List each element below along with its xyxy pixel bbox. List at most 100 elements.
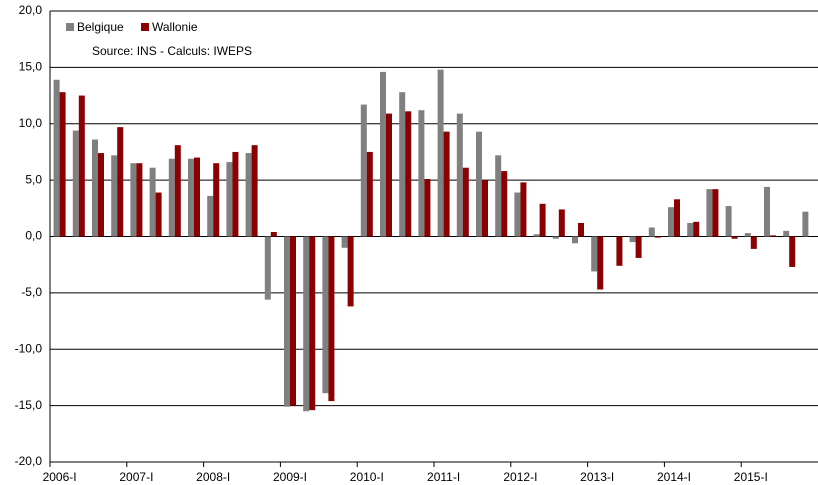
bar xyxy=(188,158,194,237)
bar xyxy=(92,139,98,237)
bar xyxy=(424,178,431,237)
y-tick-label: -20,0 xyxy=(15,454,43,468)
bar xyxy=(476,131,482,237)
bar xyxy=(437,69,444,237)
bar xyxy=(328,236,335,402)
x-tick-label: 2007-I xyxy=(119,470,153,484)
x-tick-label: 2006-I xyxy=(43,470,77,484)
bar xyxy=(482,180,488,237)
bar xyxy=(558,209,565,237)
bar xyxy=(578,222,584,237)
legend-swatch xyxy=(141,23,149,31)
bar xyxy=(322,236,329,394)
bar xyxy=(572,236,578,244)
bar xyxy=(725,206,732,237)
bar xyxy=(654,236,661,238)
bar xyxy=(693,221,700,237)
y-tick-label: -10,0 xyxy=(15,341,43,355)
bar xyxy=(668,207,674,237)
bar xyxy=(456,113,463,237)
bar xyxy=(514,192,521,237)
bar xyxy=(59,92,66,237)
legend-swatch xyxy=(66,23,74,31)
bar xyxy=(149,167,156,237)
x-tick-label: 2010-I xyxy=(350,470,384,484)
y-tick-label: -15,0 xyxy=(15,398,43,412)
legend-label: Belgique xyxy=(77,20,124,34)
bar xyxy=(226,162,233,237)
bar xyxy=(117,127,124,237)
bar xyxy=(290,236,296,406)
bar xyxy=(360,104,367,237)
bar xyxy=(462,167,469,237)
x-tick-label: 2013-I xyxy=(580,470,614,484)
bar xyxy=(770,235,776,237)
bar xyxy=(270,231,277,237)
bar xyxy=(405,111,412,237)
bar xyxy=(53,79,60,237)
bar xyxy=(366,151,373,237)
bar xyxy=(341,236,348,248)
bar xyxy=(418,110,425,237)
y-tick-label: 0,0 xyxy=(25,229,42,243)
bar xyxy=(251,145,258,237)
y-tick-label: 10,0 xyxy=(19,116,43,130)
bar xyxy=(616,236,623,266)
y-tick-label: 5,0 xyxy=(25,172,42,186)
bar xyxy=(443,131,450,237)
bar xyxy=(495,155,502,237)
bar xyxy=(303,236,310,412)
bar xyxy=(130,163,137,237)
bar xyxy=(72,130,79,237)
y-tick-label: -5,0 xyxy=(21,285,42,299)
y-tick-label: 15,0 xyxy=(19,60,43,74)
bar xyxy=(635,236,642,258)
bar xyxy=(111,155,118,237)
bar xyxy=(284,236,290,407)
x-tick-label: 2015-I xyxy=(734,470,768,484)
bar xyxy=(597,236,604,290)
x-tick-label: 2012-I xyxy=(503,470,537,484)
bar xyxy=(706,189,713,237)
bar xyxy=(591,236,598,272)
bar xyxy=(386,113,392,237)
x-tick-label: 2008-I xyxy=(196,470,230,484)
bar xyxy=(168,158,175,237)
bar xyxy=(501,171,508,237)
bar xyxy=(155,192,162,237)
bar xyxy=(136,163,143,237)
bar xyxy=(674,199,680,237)
bar xyxy=(783,230,790,237)
bar xyxy=(78,95,85,237)
bar xyxy=(207,195,214,237)
bar xyxy=(744,233,751,237)
bar xyxy=(789,236,796,267)
bar xyxy=(98,153,104,237)
x-tick-label: 2014-I xyxy=(657,470,691,484)
bar xyxy=(213,163,220,237)
bar xyxy=(399,92,406,237)
bar xyxy=(232,151,239,237)
bar xyxy=(533,234,540,237)
source-note: Source: INS - Calculs: IWEPS xyxy=(92,44,252,58)
bar xyxy=(764,186,770,237)
bar xyxy=(648,227,655,237)
bar xyxy=(712,189,719,237)
bar xyxy=(174,145,181,237)
bar xyxy=(194,157,200,237)
bar xyxy=(309,236,316,411)
bar xyxy=(380,71,386,237)
bar xyxy=(520,182,527,237)
bar xyxy=(539,203,546,237)
bar xyxy=(802,211,809,237)
bar xyxy=(552,236,559,239)
x-tick-label: 2011-I xyxy=(427,470,460,484)
legend-label: Wallonie xyxy=(152,20,198,34)
bar xyxy=(347,236,354,307)
bar xyxy=(245,153,252,237)
bar xyxy=(731,236,738,239)
x-tick-label: 2009-I xyxy=(273,470,307,484)
bar xyxy=(264,236,271,300)
bar xyxy=(750,236,757,249)
